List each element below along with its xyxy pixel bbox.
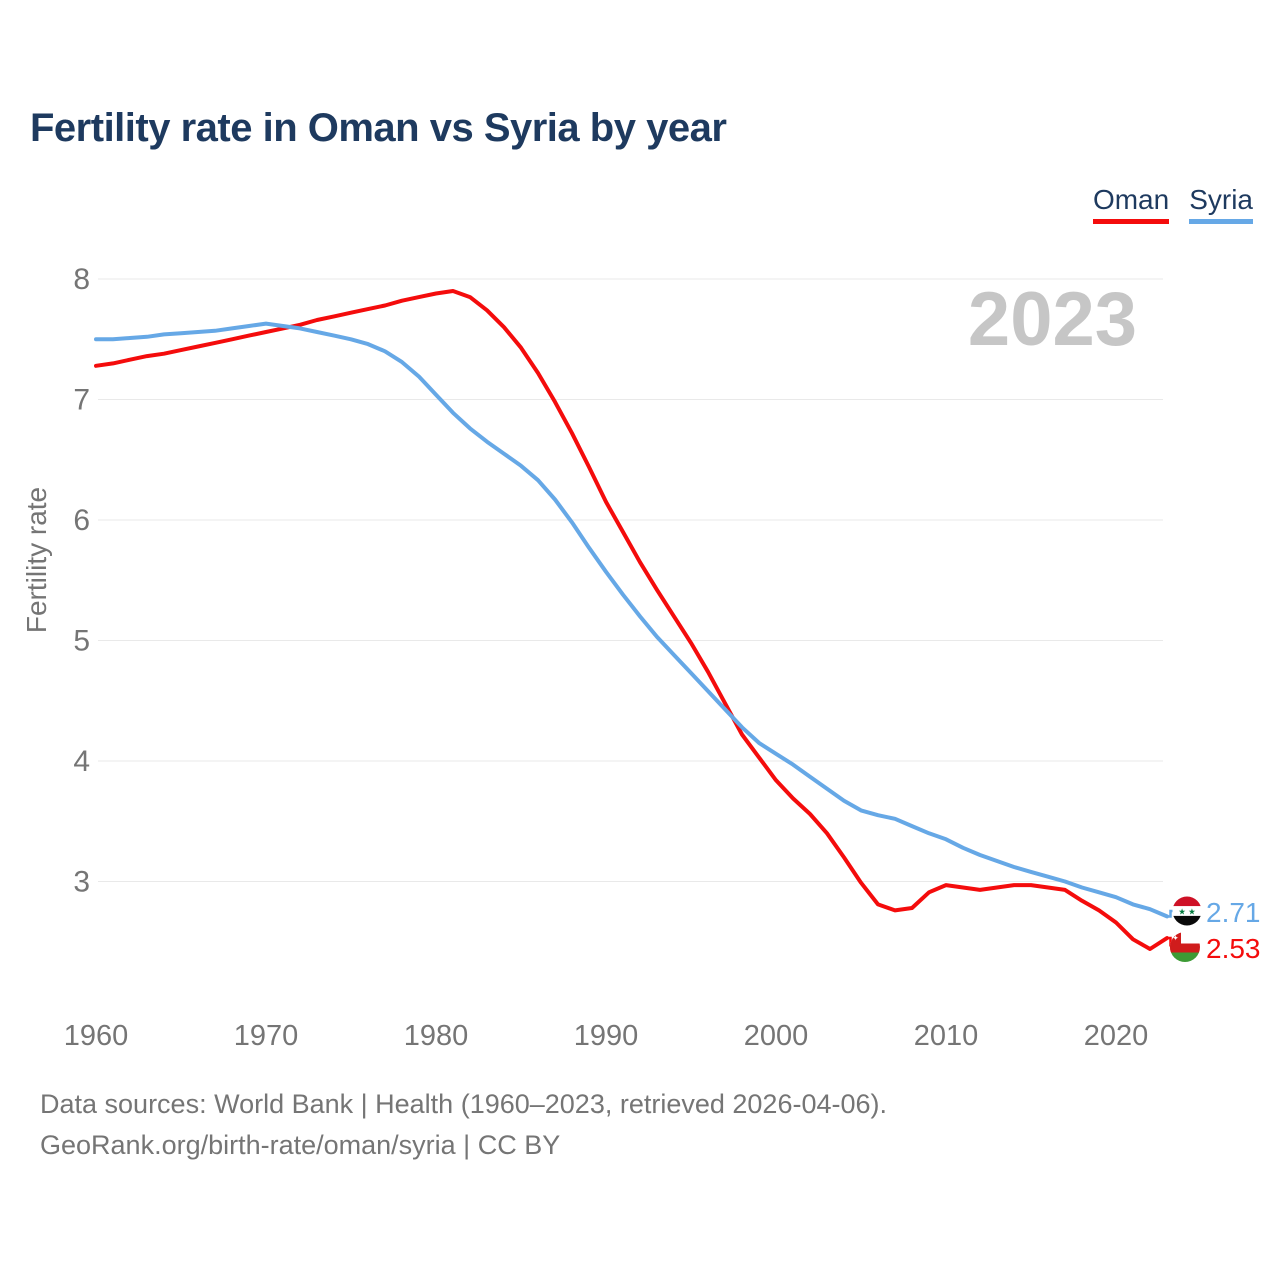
gridlines-group — [98, 278, 1163, 882]
y-tick-label: 6 — [73, 504, 90, 537]
year-watermark: 2023 — [968, 277, 1137, 362]
svg-text:★ ★: ★ ★ — [1178, 906, 1196, 916]
page-title: Fertility rate in Oman vs Syria by year — [30, 106, 727, 150]
oman-value-label: 2.53 — [1206, 933, 1261, 964]
footer-sources-line: Data sources: World Bank | Health (1960–… — [40, 1089, 887, 1119]
syria-value-label: 2.71 — [1206, 897, 1261, 928]
footer: Data sources: World Bank | Health (1960–… — [40, 1084, 887, 1166]
x-tick-label: 2010 — [914, 1020, 979, 1052]
footer-attribution-line: GeoRank.org/birth-rate/oman/syria | CC B… — [40, 1130, 561, 1160]
y-axis-title: Fertility rate — [21, 487, 52, 633]
svg-text:✦: ✦ — [1172, 934, 1179, 943]
syria-leader-line — [1167, 909, 1173, 918]
y-tick-label: 4 — [73, 745, 90, 778]
x-tick-label: 1980 — [404, 1020, 469, 1052]
syria-line — [94, 321, 1169, 919]
y-tick-label: 3 — [73, 866, 90, 899]
legend-label-syria: Syria — [1189, 184, 1253, 215]
x-tick-label: 1990 — [574, 1020, 639, 1052]
y-tick-label: 8 — [73, 263, 90, 296]
legend-item-syria[interactable]: Syria — [1189, 184, 1253, 224]
y-tick-label: 7 — [73, 384, 90, 417]
x-tick-label: 2000 — [744, 1020, 809, 1052]
legend-item-oman[interactable]: Oman — [1092, 184, 1170, 224]
y-axis-tick-labels: 3 4 5 6 7 8 — [73, 263, 90, 899]
x-tick-label: 1970 — [234, 1020, 299, 1052]
series-lines — [94, 289, 1169, 951]
oman-line — [94, 289, 1169, 951]
legend-label-oman: Oman — [1092, 184, 1170, 215]
legend: Oman Syria — [1092, 184, 1253, 224]
y-tick-label: 5 — [73, 625, 90, 658]
x-tick-label: 2020 — [1084, 1020, 1149, 1052]
oman-flag-icon: ✦ — [1170, 932, 1200, 962]
x-axis-tick-labels: 1960 1970 1980 1990 2000 2010 2020 — [64, 1020, 1149, 1052]
syria-flag-icon: ★ ★ — [1172, 896, 1202, 926]
x-tick-label: 1960 — [64, 1020, 129, 1052]
